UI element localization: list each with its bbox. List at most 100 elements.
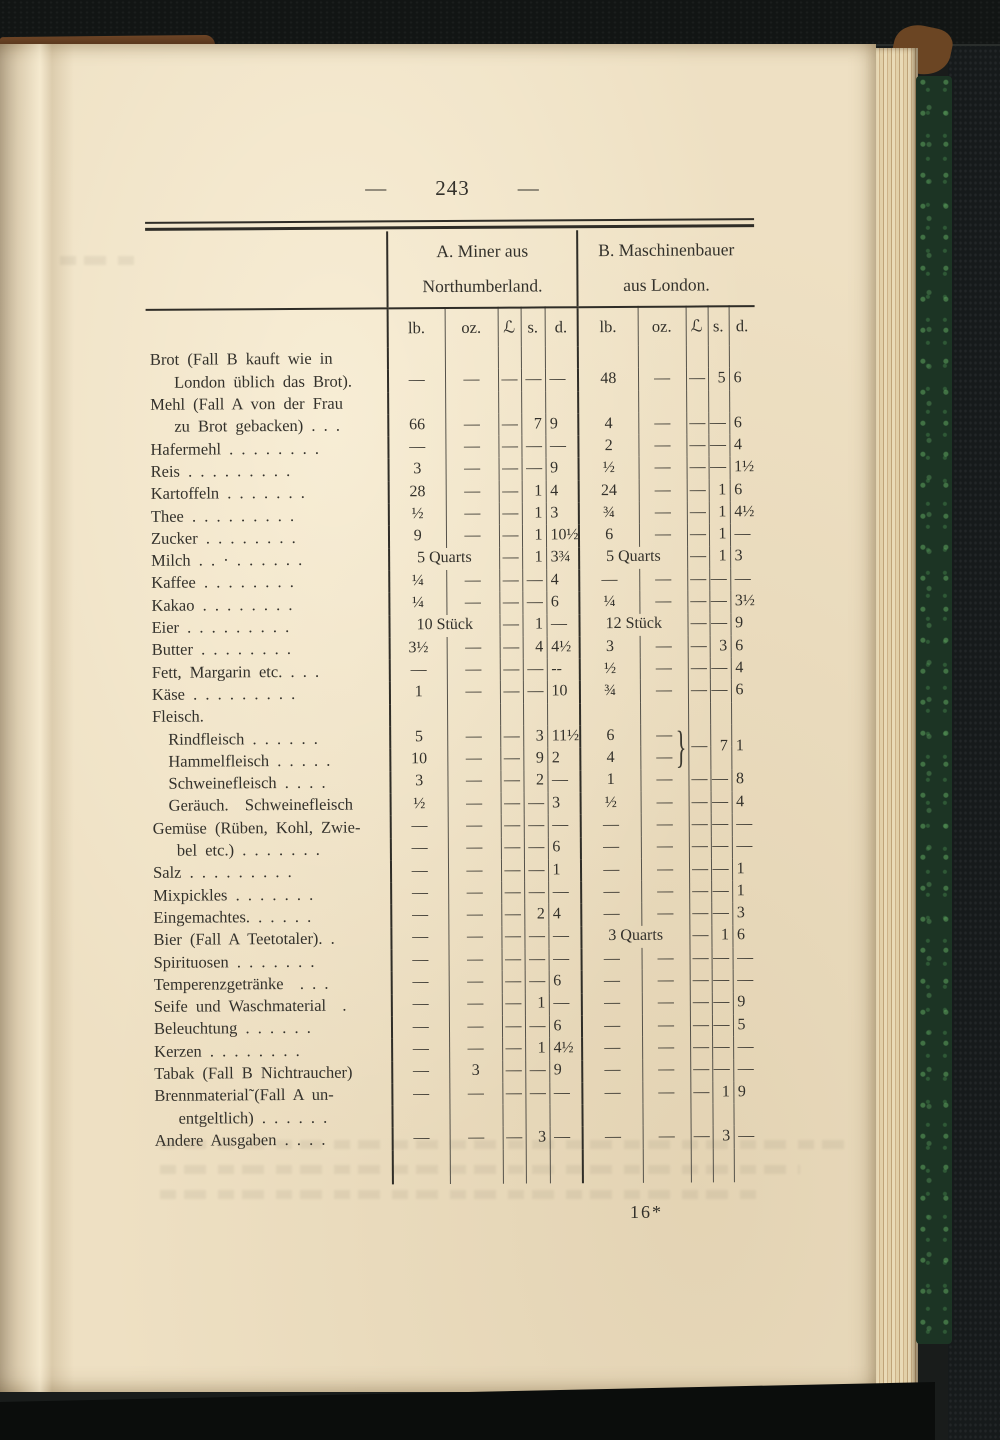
- miner-cell: [449, 1104, 503, 1128]
- maschinenbauer-cell: [577, 345, 638, 369]
- miner-cell: 3: [390, 770, 448, 794]
- maschinenbauer-cell: [642, 1103, 691, 1127]
- miner-cell: —: [544, 368, 579, 392]
- miner-cell: 10: [546, 680, 581, 704]
- bleed-through-text: [160, 1165, 800, 1174]
- maschinenbauer-cell: —: [685, 367, 709, 391]
- miner-cell: 5: [390, 726, 448, 749]
- maschinenbauer-cell: —: [712, 1036, 734, 1059]
- maschinenbauer-cell: [710, 702, 732, 725]
- table-header-row: A. Miner aus Northumberland. B. Maschinenb…: [145, 229, 755, 310]
- row-label: Kaffee . . . . . . . .: [151, 572, 294, 593]
- miner-cell: 2: [524, 903, 549, 927]
- maschinenbauer-cell: —: [579, 568, 640, 592]
- row-label: Mixpickles . . . . . . .: [153, 884, 314, 905]
- maschinenbauer-cell: —: [642, 1081, 691, 1104]
- miner-cell: 3: [545, 502, 579, 525]
- miner-cell: —: [522, 680, 548, 704]
- bleed-through-text: [160, 1140, 850, 1149]
- unit-header: lb.: [387, 308, 445, 348]
- maschinenbauer-cell: —: [582, 1126, 643, 1149]
- miner-cell: 1: [524, 993, 549, 1016]
- maschinenbauer-cell: 9: [732, 991, 759, 1015]
- unit-header: lb.: [577, 306, 638, 347]
- maschinenbauer-cell: [640, 702, 689, 725]
- miner-cell: --: [546, 658, 580, 681]
- maschinenbauer-cell: —: [639, 657, 688, 681]
- miner-cell: —: [447, 725, 501, 749]
- miner-cell: [390, 703, 448, 727]
- miner-cell: 1: [525, 1037, 550, 1061]
- maschinenbauer-cell: 4: [578, 412, 639, 436]
- maschinenbauer-cell: —: [637, 367, 687, 391]
- stub-cell: [582, 1148, 643, 1183]
- miner-cell: —: [522, 591, 547, 615]
- stub-cell: [502, 1149, 526, 1184]
- miner-cell: ¼: [389, 570, 447, 593]
- maschinenbauer-cell: —: [641, 969, 690, 993]
- maschinenbauer-cell: 3½: [730, 590, 757, 613]
- row-label: Zucker . . . . . . . .: [150, 527, 296, 548]
- maschinenbauer-cell: 48: [577, 368, 639, 391]
- miner-cell: 6: [548, 1015, 583, 1038]
- miner-cell: —: [392, 1082, 450, 1106]
- miner-cell: 1: [522, 547, 547, 570]
- miner-cell: —: [523, 814, 548, 838]
- maschinenbauer-cell: —: [709, 679, 732, 703]
- group-b-header-line2: aus London.: [623, 274, 710, 295]
- miner-cell: [498, 391, 522, 414]
- miner-cell: —: [502, 1060, 526, 1083]
- row-label: Salz . . . . . . . . .: [152, 862, 292, 883]
- maschinenbauer-cell: —: [581, 992, 642, 1016]
- miner-cell: 10½: [545, 524, 580, 548]
- maschinenbauer-cell: —: [688, 835, 711, 859]
- miner-cell: —: [449, 1037, 503, 1061]
- unit-header: oz.: [444, 307, 498, 348]
- miner-cell: [500, 703, 524, 726]
- stub-cell: [733, 1147, 761, 1182]
- unit-header: d.: [728, 306, 755, 346]
- row-label: Geräuch. Schweinefleisch: [168, 795, 354, 816]
- maschinenbauer-cell: 4: [731, 791, 758, 814]
- miner-cell: —: [525, 1059, 550, 1083]
- table-rule-stub: [151, 1147, 761, 1186]
- stub-cell: [712, 1147, 734, 1183]
- maschinenbauer-cell: —: [710, 835, 732, 859]
- maschinenbauer-cell: —: [638, 479, 687, 502]
- bleed-through-text: [160, 1190, 760, 1199]
- maschinenbauer-cell: 4: [730, 657, 757, 680]
- miner-cell: 1: [389, 681, 448, 705]
- miner-cell: —: [499, 658, 523, 682]
- miner-cell: —: [502, 1082, 526, 1105]
- miner-cell: —: [447, 814, 501, 838]
- miner-cell: 3: [449, 1060, 503, 1083]
- miner-cell: —: [447, 770, 501, 793]
- miner-cell: —: [445, 502, 499, 526]
- row-label: Fett, Margarin etc. . . .: [151, 661, 320, 682]
- miner-cell: —: [390, 837, 448, 861]
- book-page: —243— A. Miner aus Northumberland. B. Masc…: [0, 44, 876, 1392]
- miner-cell: 4: [522, 636, 547, 659]
- maschinenbauer-cell: —: [640, 858, 690, 881]
- miner-cell: —: [499, 614, 523, 637]
- miner-cell: —: [524, 948, 549, 971]
- miner-cell: [392, 1105, 450, 1128]
- miner-cell: [444, 346, 498, 370]
- maschinenbauer-cell: —: [686, 501, 709, 524]
- bleed-through-text: [60, 256, 140, 265]
- maschinenbauer-cell: —: [641, 880, 690, 904]
- maschinenbauer-cell: 2: [578, 435, 639, 458]
- maschinenbauer-cell: —: [710, 858, 733, 881]
- miner-cell: —: [391, 926, 449, 950]
- miner-cell: [387, 347, 445, 370]
- maschinenbauer-cell: [712, 1103, 734, 1126]
- maschinenbauer-cell: —: [687, 657, 710, 681]
- miner-cell: 9: [545, 457, 579, 481]
- maschinenbauer-cell: —: [690, 1125, 713, 1149]
- miner-cell: —: [445, 525, 500, 548]
- miner-cell: 3¾: [546, 546, 580, 570]
- maschinenbauer-cell: —: [689, 902, 712, 926]
- miner-cell: —: [446, 591, 500, 615]
- maschinenbauer-cell: —: [689, 925, 712, 948]
